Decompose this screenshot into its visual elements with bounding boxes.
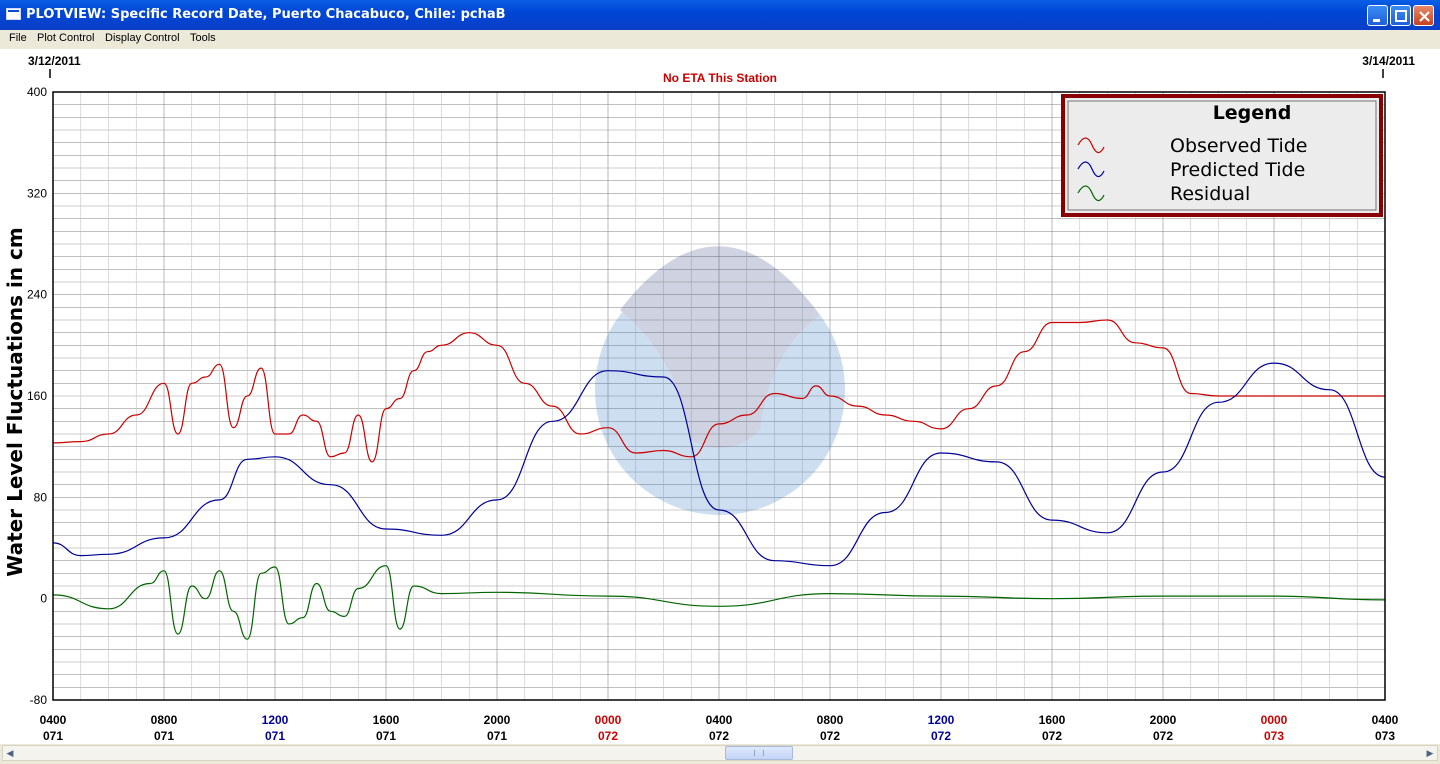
series-line-observed-tide	[52, 319, 1385, 463]
x-tick-time-label: 0400	[1372, 713, 1399, 727]
y-tick-label: 80	[34, 490, 48, 504]
x-tick-day-label: 072	[820, 729, 840, 743]
app-icon	[6, 8, 21, 20]
x-tick-time-label: 0400	[40, 713, 67, 727]
scroll-left-arrow-icon[interactable]: ◀	[6, 748, 14, 758]
x-tick-time-label: 0000	[1261, 713, 1288, 727]
y-tick-label: 160	[27, 389, 47, 403]
noaa-watermark-circle	[595, 265, 845, 515]
x-tick-time-label: 1200	[262, 713, 289, 727]
plot-frame	[52, 91, 1386, 701]
scroll-thumb[interactable]	[725, 746, 793, 760]
menu-file[interactable]: File	[9, 32, 27, 44]
y-tick-label: 400	[27, 85, 47, 99]
y-tick-label: 320	[27, 186, 47, 200]
series-line-residual	[52, 565, 1386, 640]
start-date-label: 3/12/2011	[28, 54, 81, 68]
x-tick-day-label: 072	[709, 729, 729, 743]
noaa-watermark-bird	[620, 246, 820, 448]
maximize-button[interactable]	[1390, 5, 1411, 26]
x-tick-time-label: 1600	[1039, 713, 1066, 727]
scroll-right-arrow-icon[interactable]: ▶	[1426, 748, 1434, 758]
x-tick-day-label: 073	[1264, 729, 1284, 743]
legend-swatch-0	[1077, 137, 1105, 154]
close-button[interactable]	[1413, 5, 1434, 26]
y-tick-label: 0	[40, 592, 47, 606]
x-tick-day-label: 072	[931, 729, 951, 743]
y-axis-label: Water Level Fluctuations in cm	[3, 227, 27, 576]
menu-tools[interactable]: Tools	[190, 32, 216, 44]
x-tick-time-label: 0800	[151, 713, 178, 727]
tide-chart: 3/12/2011 3/14/2011 No ETA This Station 400…	[3, 54, 1415, 743]
end-date-label: 3/14/2011	[1362, 54, 1415, 68]
x-tick-time-label: 2000	[1150, 713, 1177, 727]
legend-title: Legend	[1213, 102, 1292, 124]
x-tick-time-label: 0400	[706, 713, 733, 727]
menu-display-control[interactable]: Display Control	[105, 32, 180, 44]
series-line-predicted-tide	[52, 362, 1386, 567]
legend-entry-label: Predicted Tide	[1170, 159, 1305, 181]
y-tick-label: 240	[27, 288, 47, 302]
x-tick-day-label: 071	[43, 729, 63, 743]
x-tick-day-label: 071	[265, 729, 285, 743]
x-tick-day-label: 071	[487, 729, 507, 743]
x-tick-time-label: 2000	[484, 713, 511, 727]
x-tick-day-label: 072	[598, 729, 618, 743]
x-tick-day-label: 072	[1153, 729, 1173, 743]
x-tick-time-label: 1600	[373, 713, 400, 727]
title-bar: PLOTVIEW: Specific Record Date, Puerto C…	[0, 0, 1440, 30]
noaa-watermark-icon	[595, 246, 845, 515]
legend-box	[1061, 94, 1383, 217]
legend-entry-label: Residual	[1170, 183, 1250, 205]
x-tick-day-label: 072	[1042, 729, 1062, 743]
menu-bar: File Plot Control Display Control Tools	[0, 30, 1440, 49]
x-tick-time-label: 1200	[928, 713, 955, 727]
x-tick-day-label: 071	[154, 729, 174, 743]
x-tick-time-label: 0800	[817, 713, 844, 727]
x-tick-day-label: 071	[376, 729, 396, 743]
eta-status-label: No ETA This Station	[663, 71, 777, 85]
x-tick-day-label: 073	[1375, 729, 1395, 743]
minimize-button[interactable]	[1367, 5, 1388, 26]
horizontal-scrollbar[interactable]: ◀ ▶	[2, 745, 1438, 761]
legend-entry-label: Observed Tide	[1170, 135, 1308, 157]
legend-inner-border	[1067, 100, 1377, 211]
legend-swatch-1	[1077, 161, 1105, 178]
window-title: PLOTVIEW: Specific Record Date, Puerto C…	[26, 7, 506, 22]
menu-plot-control[interactable]: Plot Control	[37, 32, 95, 44]
legend-swatch-2	[1077, 185, 1105, 202]
y-tick-label: -80	[30, 693, 48, 707]
x-tick-time-label: 0000	[595, 713, 622, 727]
